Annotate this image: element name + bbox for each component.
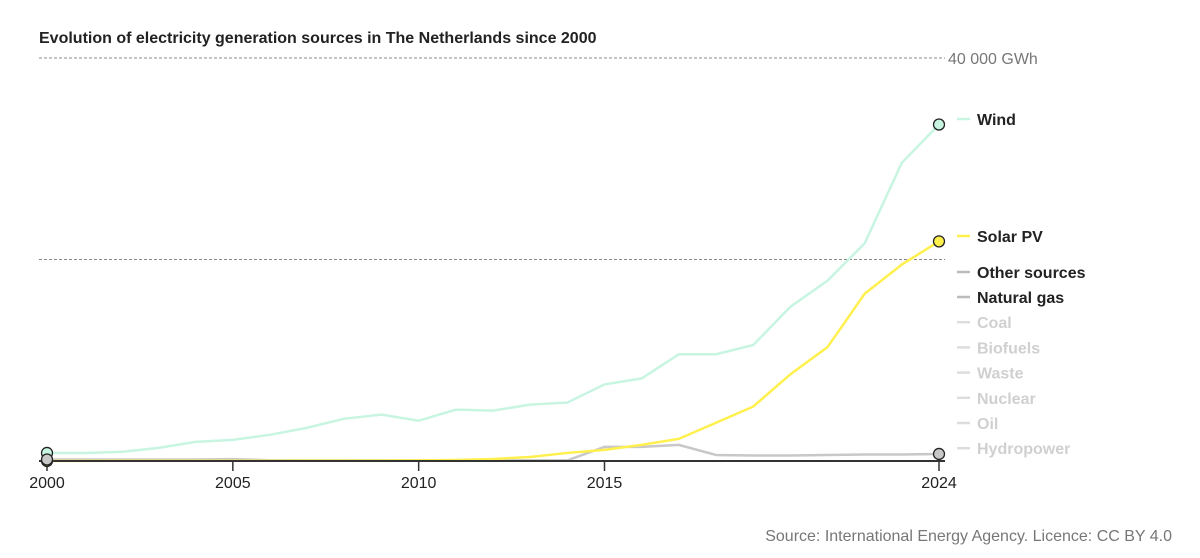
start-point [40,453,54,466]
legend-label: Nuclear [977,391,1036,408]
y-top-label: 40 000 GWh [948,51,1038,68]
legend-label: Wind [977,112,1016,129]
x-tick-label: 2010 [401,475,437,492]
legend-label: Coal [977,315,1012,332]
x-tick-label: 2024 [921,475,957,492]
series-line-solar-pv [47,240,940,463]
legend-label: Natural gas [977,290,1064,307]
end-point [932,118,946,131]
end-point [932,235,946,248]
legend-label: Waste [977,366,1024,383]
legend-label: Oil [977,416,998,433]
legend-label: Hydropower [977,441,1070,458]
legend-label: Biofuels [977,340,1040,357]
legend-label: Other sources [977,265,1086,282]
legend-label: Solar PV [977,229,1043,246]
x-tick-label: 2000 [29,475,65,492]
x-tick-label: 2015 [587,475,623,492]
end-point [932,447,946,461]
chart-title: Evolution of electricity generation sour… [39,30,597,47]
series-line-wind [47,123,940,455]
x-tick-label: 2005 [215,475,251,492]
source-note: Source: International Energy Agency. Lic… [765,528,1172,545]
